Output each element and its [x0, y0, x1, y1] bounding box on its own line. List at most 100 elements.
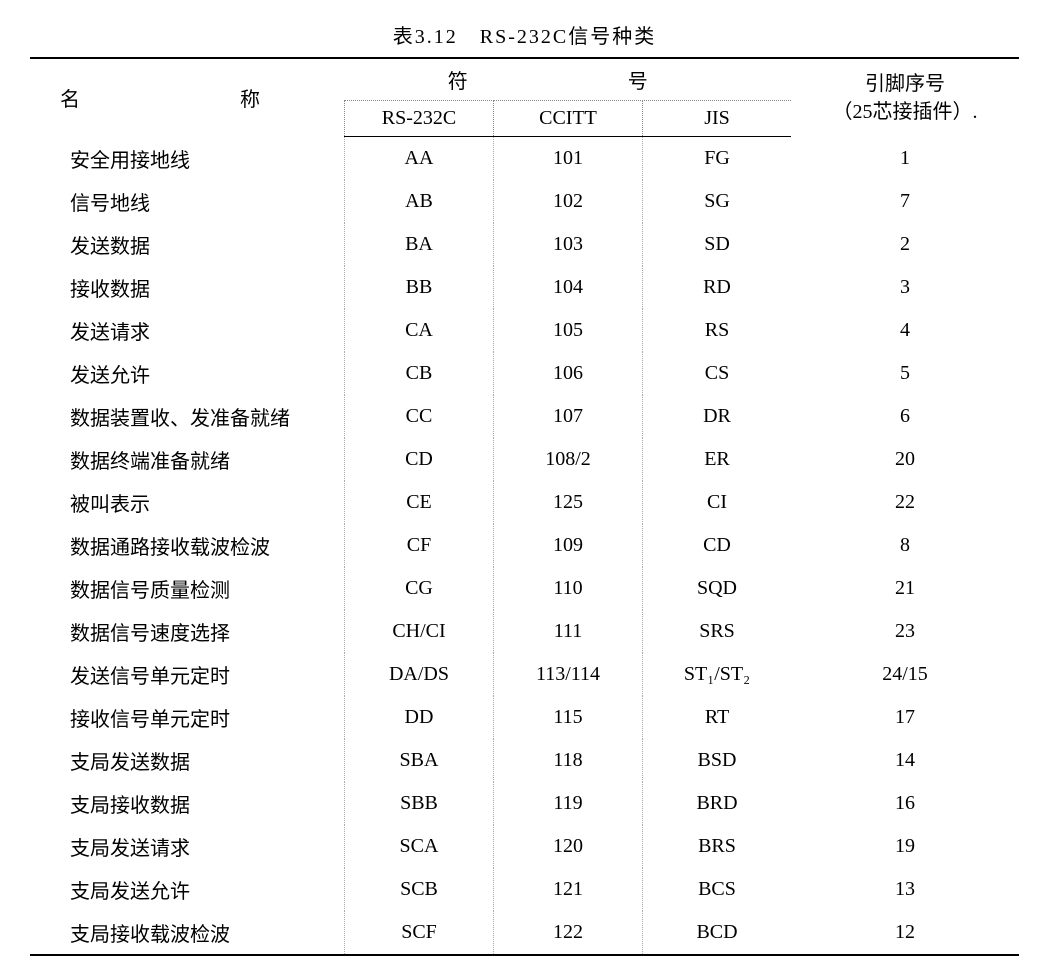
cell-jis: SD [643, 223, 792, 266]
cell-name: 接收信号单元定时 [30, 696, 345, 739]
cell-name: 支局发送数据 [30, 739, 345, 782]
cell-ccitt: 120 [494, 825, 643, 868]
cell-rs232c: SCB [345, 868, 494, 911]
cell-name: 支局发送允许 [30, 868, 345, 911]
cell-rs232c: SBA [345, 739, 494, 782]
table-row: 支局接收载波检波SCF122BCD12 [30, 911, 1019, 955]
cell-pin: 14 [791, 739, 1019, 782]
cell-jis: SG [643, 180, 792, 223]
table-row: 数据终端准备就绪CD108/2ER20 [30, 438, 1019, 481]
cell-ccitt: 113/114 [494, 653, 643, 696]
cell-name: 被叫表示 [30, 481, 345, 524]
header-pin: 引脚序号 （25芯接插件）. [791, 58, 1019, 137]
table-row: 被叫表示CE125CI22 [30, 481, 1019, 524]
cell-ccitt: 119 [494, 782, 643, 825]
cell-pin: 20 [791, 438, 1019, 481]
cell-ccitt: 121 [494, 868, 643, 911]
header-jis: JIS [643, 101, 792, 137]
cell-pin: 3 [791, 266, 1019, 309]
header-symbol-group: 符 号 [345, 58, 792, 101]
cell-ccitt: 104 [494, 266, 643, 309]
cell-rs232c: SBB [345, 782, 494, 825]
cell-pin: 12 [791, 911, 1019, 955]
table-row: 支局接收数据SBB119BRD16 [30, 782, 1019, 825]
cell-pin: 16 [791, 782, 1019, 825]
table-row: 信号地线AB102SG7 [30, 180, 1019, 223]
cell-pin: 17 [791, 696, 1019, 739]
cell-jis: SRS [643, 610, 792, 653]
cell-rs232c: CD [345, 438, 494, 481]
table-body: 安全用接地线AA101FG1信号地线AB102SG7发送数据BA103SD2接收… [30, 137, 1019, 955]
cell-pin: 22 [791, 481, 1019, 524]
table-row: 数据信号速度选择CH/CI111SRS23 [30, 610, 1019, 653]
table-row: 安全用接地线AA101FG1 [30, 137, 1019, 180]
cell-pin: 8 [791, 524, 1019, 567]
table-row: 数据通路接收载波检波CF109CD8 [30, 524, 1019, 567]
cell-ccitt: 103 [494, 223, 643, 266]
table-row: 发送允许CB106CS5 [30, 352, 1019, 395]
cell-name: 数据装置收、发准备就绪 [30, 395, 345, 438]
cell-ccitt: 125 [494, 481, 643, 524]
cell-rs232c: CG [345, 567, 494, 610]
header-name: 名 称 [30, 58, 345, 137]
cell-jis: BRD [643, 782, 792, 825]
cell-jis: RD [643, 266, 792, 309]
cell-pin: 4 [791, 309, 1019, 352]
table-row: 支局发送数据SBA118BSD14 [30, 739, 1019, 782]
cell-jis: BRS [643, 825, 792, 868]
cell-ccitt: 102 [494, 180, 643, 223]
cell-name: 数据通路接收载波检波 [30, 524, 345, 567]
cell-pin: 13 [791, 868, 1019, 911]
table-row: 发送请求CA105RS4 [30, 309, 1019, 352]
cell-rs232c: CH/CI [345, 610, 494, 653]
cell-rs232c: AB [345, 180, 494, 223]
cell-jis: ER [643, 438, 792, 481]
cell-rs232c: AA [345, 137, 494, 180]
cell-jis: CD [643, 524, 792, 567]
cell-rs232c: SCA [345, 825, 494, 868]
cell-jis: DR [643, 395, 792, 438]
cell-name: 支局发送请求 [30, 825, 345, 868]
cell-ccitt: 109 [494, 524, 643, 567]
header-ccitt: CCITT [494, 101, 643, 137]
cell-ccitt: 115 [494, 696, 643, 739]
cell-rs232c: SCF [345, 911, 494, 955]
cell-jis: RT [643, 696, 792, 739]
cell-ccitt: 101 [494, 137, 643, 180]
cell-pin: 1 [791, 137, 1019, 180]
table-row: 发送信号单元定时DA/DS113/114ST₁/ST₂24/15 [30, 653, 1019, 696]
cell-jis: BCD [643, 911, 792, 955]
cell-name: 数据终端准备就绪 [30, 438, 345, 481]
cell-name: 信号地线 [30, 180, 345, 223]
table-row: 接收信号单元定时DD115RT17 [30, 696, 1019, 739]
cell-ccitt: 111 [494, 610, 643, 653]
cell-name: 发送允许 [30, 352, 345, 395]
table-row: 接收数据BB104RD3 [30, 266, 1019, 309]
header-rs232c: RS-232C [345, 101, 494, 137]
table-caption: 表3.12 RS-232C信号种类 [30, 20, 1019, 49]
cell-name: 发送数据 [30, 223, 345, 266]
cell-jis: ST₁/ST₂ [643, 653, 792, 696]
table-row: 支局发送请求SCA120BRS19 [30, 825, 1019, 868]
cell-jis: CI [643, 481, 792, 524]
cell-name: 支局接收载波检波 [30, 911, 345, 955]
table-row: 数据信号质量检测CG110SQD21 [30, 567, 1019, 610]
cell-rs232c: CC [345, 395, 494, 438]
cell-pin: 19 [791, 825, 1019, 868]
cell-ccitt: 107 [494, 395, 643, 438]
cell-jis: BSD [643, 739, 792, 782]
cell-jis: RS [643, 309, 792, 352]
table-row: 发送数据BA103SD2 [30, 223, 1019, 266]
cell-pin: 2 [791, 223, 1019, 266]
cell-name: 安全用接地线 [30, 137, 345, 180]
cell-pin: 6 [791, 395, 1019, 438]
cell-name: 数据信号质量检测 [30, 567, 345, 610]
cell-pin: 23 [791, 610, 1019, 653]
cell-pin: 24/15 [791, 653, 1019, 696]
cell-rs232c: DA/DS [345, 653, 494, 696]
cell-name: 发送请求 [30, 309, 345, 352]
cell-pin: 7 [791, 180, 1019, 223]
cell-pin: 5 [791, 352, 1019, 395]
cell-pin: 21 [791, 567, 1019, 610]
cell-jis: SQD [643, 567, 792, 610]
